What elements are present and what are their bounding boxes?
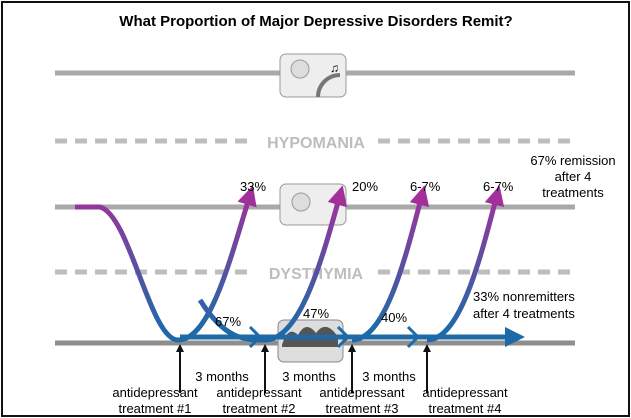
- music-note-icon: ♫: [330, 61, 339, 75]
- treatment-arrows: [176, 344, 431, 393]
- treatment-labels: antidepressant treatment #1 antidepressa…: [112, 385, 508, 416]
- remission-labels: 33% 20% 6-7% 6-7% 67% 47% 40%: [215, 179, 514, 329]
- svg-text:antidepressant: antidepressant: [422, 385, 508, 400]
- svg-text:treatment #1: treatment #1: [119, 401, 192, 416]
- svg-text:after 4 treatments: after 4 treatments: [473, 306, 575, 321]
- svg-text:67% remission: 67% remission: [530, 153, 615, 168]
- remission-rate: 6-7%: [410, 179, 441, 194]
- svg-text:antidepressant: antidepressant: [112, 385, 198, 400]
- svg-text:after 4: after 4: [555, 169, 592, 184]
- remission-curve-4: [426, 185, 505, 343]
- svg-text:antidepressant: antidepressant: [216, 385, 302, 400]
- remission-rate: 6-7%: [483, 179, 514, 194]
- title: What Proportion of Major Depressive Diso…: [119, 13, 512, 30]
- svg-text:33% nonremitters: 33% nonremitters: [473, 289, 575, 304]
- remission-rate: 33%: [240, 179, 266, 194]
- svg-text:treatment #3: treatment #3: [326, 401, 399, 416]
- svg-text:3 months: 3 months: [195, 369, 249, 384]
- remission-curve-2: [197, 185, 347, 343]
- hypomania-label: HYPOMANIA: [267, 135, 365, 152]
- chevrons: [248, 325, 421, 349]
- mania-icon: ♫: [279, 53, 347, 98]
- svg-text:treatment #2: treatment #2: [223, 401, 296, 416]
- remission-rate: 20%: [352, 179, 378, 194]
- svg-text:3 months: 3 months: [282, 369, 336, 384]
- summary-remission: 67% remission after 4 treatments: [530, 153, 615, 200]
- svg-text:treatments: treatments: [542, 185, 604, 200]
- nonremit-rate: 40%: [381, 310, 407, 325]
- interval-labels: 3 months 3 months 3 months: [195, 369, 416, 384]
- svg-text:antidepressant: antidepressant: [319, 385, 405, 400]
- nonremit-rate: 67%: [215, 314, 241, 329]
- nonremit-rate: 47%: [303, 306, 329, 321]
- summary-nonremit: 33% nonremitters after 4 treatments: [473, 289, 575, 321]
- remission-curve-3: [351, 185, 430, 343]
- remission-curve-1: [75, 185, 257, 343]
- svg-text:treatment #4: treatment #4: [429, 401, 502, 416]
- svg-text:3 months: 3 months: [362, 369, 416, 384]
